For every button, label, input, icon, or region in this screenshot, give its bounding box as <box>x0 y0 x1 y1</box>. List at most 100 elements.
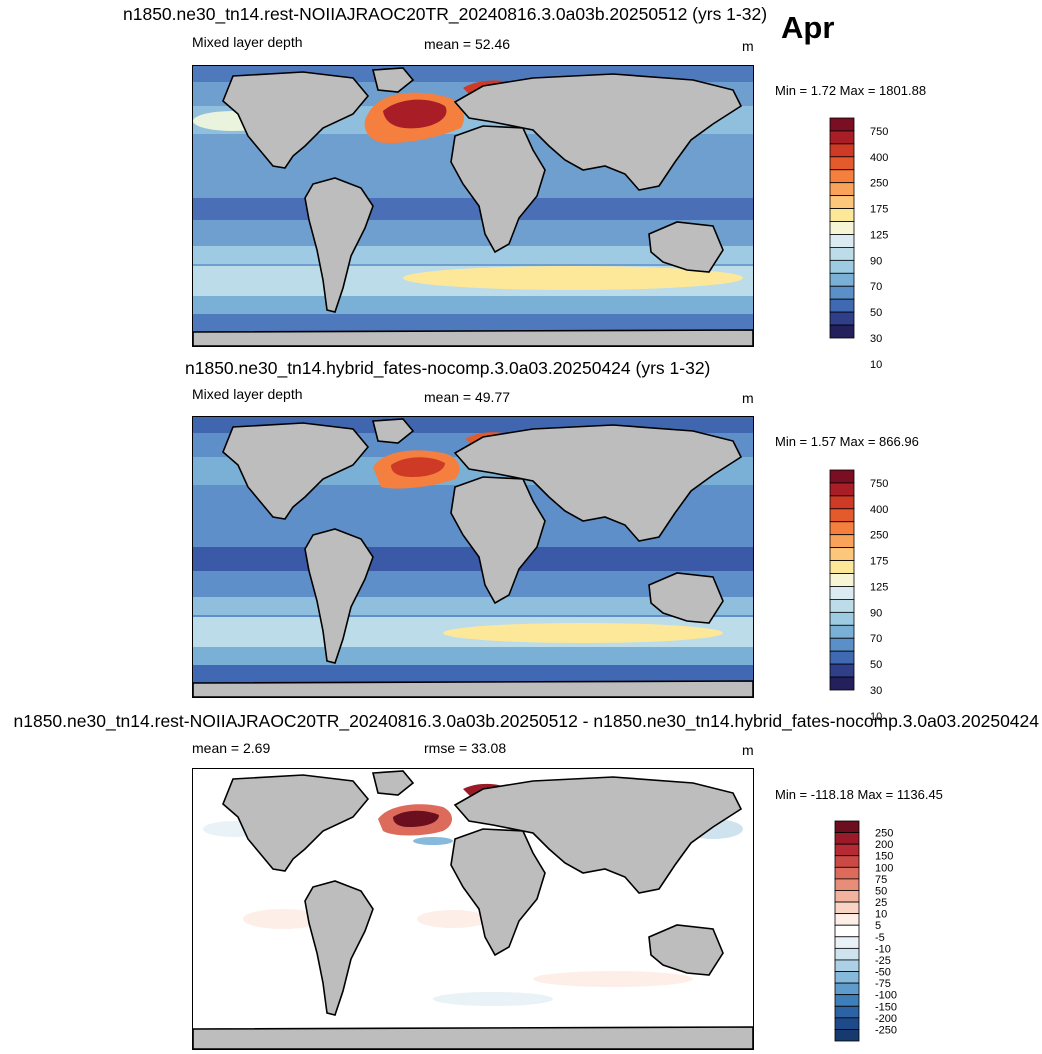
colorbar-tick-label: -10 <box>875 943 891 955</box>
colorbar-swatch <box>829 182 855 197</box>
colorbar-tick-label: 5 <box>875 920 881 932</box>
colorbar-swatch <box>829 285 855 300</box>
colorbar-swatch <box>829 195 855 209</box>
australia <box>648 572 724 624</box>
eurasia <box>453 73 743 191</box>
colorbar-tick-label: 30 <box>870 685 882 697</box>
panel1-units: m <box>742 38 754 54</box>
north-america <box>222 71 370 169</box>
south-america <box>304 177 374 313</box>
colorbar-swatch <box>834 901 860 915</box>
colorbar-swatch <box>829 508 855 523</box>
colorbar-tick-label: 90 <box>870 255 882 267</box>
continents <box>193 67 753 346</box>
panel2-map <box>192 416 754 698</box>
panel3-rmse: rmse = 33.08 <box>424 740 507 756</box>
colorbar-tick-label: 250 <box>870 178 888 190</box>
greenland <box>371 770 415 796</box>
colorbar-swatch <box>834 959 860 972</box>
colorbar-swatch <box>834 1017 860 1030</box>
colorbar-tick-label: 75 <box>875 874 887 886</box>
colorbar-swatch <box>834 924 860 938</box>
colorbar-swatch <box>834 843 860 857</box>
colorbar-swatch <box>834 890 860 903</box>
north-atlantic-peak <box>383 99 447 129</box>
continents <box>193 418 753 697</box>
colorbar-swatch <box>829 663 855 678</box>
panel3-map <box>192 768 754 1050</box>
colorbar-tick-label: 25 <box>875 897 887 909</box>
colorbar-tick-label: -75 <box>875 978 891 990</box>
africa <box>450 828 546 957</box>
colorbar-swatch <box>829 156 855 171</box>
antarctica <box>193 1026 753 1049</box>
colorbar-swatch <box>829 208 855 222</box>
colorbar-swatch <box>834 855 860 868</box>
colorbar-tick-label: 50 <box>870 659 882 671</box>
antarctica <box>193 680 753 697</box>
colorbar-tick-label: -250 <box>875 1024 897 1036</box>
colorbar-swatches: 250200150100755025105-5-10-25-50-75-100-… <box>834 820 897 1042</box>
colorbar-swatch <box>829 247 855 261</box>
panel2-units: m <box>742 390 754 406</box>
antarctica <box>193 329 753 346</box>
colorbar-tick-label: 175 <box>870 204 888 216</box>
north-america <box>222 422 370 520</box>
colorbar-tick-label: 50 <box>870 307 882 319</box>
diff-patch <box>243 909 323 929</box>
colorbar-swatch <box>834 878 860 891</box>
panel1-title: n1850.ne30_tn14.rest-NOIIAJRAOC20TR_2024… <box>123 4 768 24</box>
colorbar-swatch <box>834 947 860 961</box>
colorbar-tick-label: 750 <box>870 126 888 138</box>
colorbar-swatch <box>834 971 860 984</box>
colorbar-swatch <box>829 521 855 536</box>
colorbar-swatch <box>829 221 855 235</box>
colorbar-swatch <box>829 234 855 248</box>
colorbar-swatch <box>834 1029 860 1042</box>
colorbar-swatch <box>829 259 855 274</box>
colorbar-tick-label: 10 <box>875 909 887 921</box>
greenland <box>371 67 415 93</box>
colorbar-tick-label: 750 <box>870 478 888 490</box>
panel3-colorbar: 250 200 150 100 75 50 25 10 5 -5 -10 -25 -50 -75 -100-… <box>834 820 915 1043</box>
south-america <box>304 528 374 664</box>
ocean-band <box>193 547 753 571</box>
ocean-band <box>193 198 753 220</box>
colorbar-tick-label: 90 <box>870 607 882 619</box>
panel2-title: n1850.ne30_tn14.hybrid_fates-nocomp.3.0a… <box>185 358 711 378</box>
colorbar-tick-label: 70 <box>870 633 882 645</box>
colorbar-swatch <box>834 994 860 1007</box>
colorbar-swatch <box>829 469 855 484</box>
greenland <box>371 418 415 444</box>
colorbar-swatch <box>834 936 860 949</box>
colorbar-tick-label: -50 <box>875 967 891 979</box>
colorbar-tick-label: -25 <box>875 955 891 967</box>
month-label: Apr <box>781 10 835 45</box>
panel1-variable-label: Mixed layer depth <box>192 34 303 50</box>
colorbar-swatch <box>834 832 860 845</box>
colorbar-swatch <box>829 117 855 132</box>
diff-patch <box>413 837 453 845</box>
colorbar-swatch <box>829 143 855 158</box>
colorbar-swatch <box>829 495 855 510</box>
colorbar-tick-label: 125 <box>870 581 888 593</box>
panel1-mean: mean = 52.46 <box>424 36 511 52</box>
continents <box>193 770 753 1049</box>
deep-mld-band <box>403 266 743 290</box>
panel1-minmax: Min = 1.72 Max = 1801.88 <box>775 83 927 98</box>
diff-patch <box>433 992 553 1006</box>
colorbar-swatch <box>829 573 855 587</box>
colorbar-tick-label: 50 <box>875 885 887 897</box>
ocean-band <box>193 314 753 332</box>
colorbar-swatch <box>829 298 855 313</box>
colorbar-swatch <box>829 169 855 184</box>
colorbar-tick-label: -200 <box>875 1013 897 1025</box>
colorbar-swatch <box>829 311 855 326</box>
colorbar-tick-label: 400 <box>870 504 888 516</box>
colorbar-swatch <box>829 547 855 561</box>
australia <box>648 924 724 976</box>
panel3-units: m <box>742 742 754 758</box>
panel2-colorbar: 750 400 250 175 125 90 70 50 30 10 <box>829 469 910 723</box>
colorbar-swatch <box>829 482 855 497</box>
ocean-band <box>193 296 753 316</box>
